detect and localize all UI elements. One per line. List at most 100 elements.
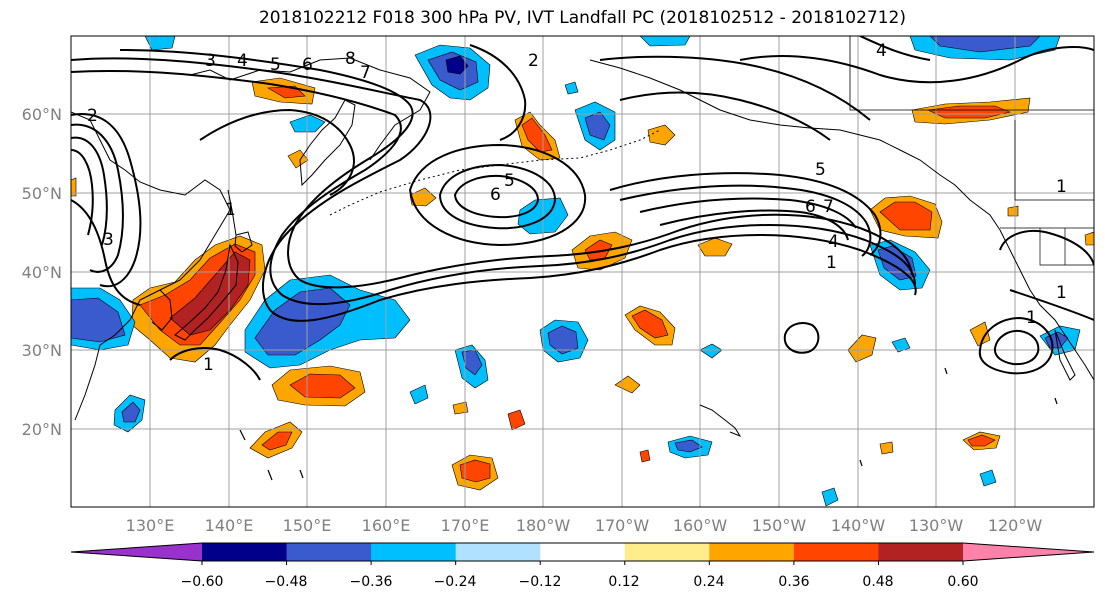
pos-anomaly-bit1 [452, 401, 469, 415]
colorbar-segment [371, 543, 457, 561]
colorbar-tick-label: 0.24 [693, 574, 724, 590]
contour-label: 1 [826, 253, 837, 273]
contour-label: 7 [360, 63, 371, 83]
contour-label: 4 [828, 232, 839, 252]
contour-cutoff-east-2 [993, 329, 1040, 366]
neg-anomaly-125w [979, 469, 997, 487]
lon-label: 180°W [516, 516, 571, 535]
pos-anomaly-bit2 [507, 409, 526, 431]
contour-low-1 [438, 163, 557, 230]
neg-anomaly-160w-south-mid [674, 439, 703, 453]
pos-anomaly-far-east [969, 321, 991, 347]
map-title: 2018102212 F018 300 hPa PV, IVT Landfall… [258, 8, 906, 28]
contour-cutoff-east [978, 316, 1054, 375]
lat-label: 30°N [22, 341, 62, 360]
pos-anomaly-165w-south-small [639, 449, 651, 463]
contour-label: 1 [203, 355, 214, 375]
pos-anomaly-170w-small [614, 375, 641, 394]
contour-jet-3 [119, 49, 913, 289]
lon-labels: 130°E 140°E 150°E 160°E 170°E 180°W 170°… [126, 516, 1043, 535]
contour-west-ridge-3 [71, 136, 108, 246]
lon-label: 140°E [205, 516, 254, 535]
aleutians [329, 129, 661, 216]
contour-east-jet-4 [659, 209, 849, 241]
pv-contours [71, 36, 1094, 381]
contour-jet-2 [71, 69, 916, 305]
pacific-islands [239, 367, 1058, 481]
colorbar-segment [540, 543, 626, 561]
pos-anomaly-135w-mid [879, 201, 933, 231]
contour-label: 2 [87, 106, 98, 126]
contour-label: 1 [1056, 177, 1067, 197]
contour-label: 1 [1056, 283, 1067, 303]
colorbar-tick-label: −0.24 [434, 574, 477, 590]
hokkaido [234, 231, 253, 253]
gridlines [71, 36, 1094, 507]
map-area: 2 3 4 5 6 8 7 2 3 5 6 5 6 7 4 1 1 1 1 1 [22, 35, 1095, 535]
kamchatka [299, 99, 356, 187]
colorbar-extend-max [963, 543, 1094, 561]
lat-labels: 60°N 50°N 40°N 30°N 20°N [22, 105, 62, 439]
contour-label: 6 [805, 197, 816, 217]
contour-east-ridge [739, 46, 1094, 84]
pos-anomaly-160w [697, 237, 733, 257]
neg-anomaly-175w-south-mid [547, 325, 579, 355]
colorbar-tick-labels: −0.60 −0.48 −0.36 −0.24 −0.12 0.12 0.24 … [181, 574, 979, 590]
colorbar-tick-label: −0.36 [350, 574, 393, 590]
contour-north-trough [199, 108, 355, 196]
neg-anomaly-170w-north-mid [584, 111, 611, 141]
korea [151, 289, 173, 331]
sakhalin [227, 189, 237, 236]
baja [1054, 329, 1076, 381]
neg-anomaly-north-strong [445, 55, 469, 75]
lat-label: 50°N [22, 184, 62, 203]
contour-label: 6 [302, 55, 313, 75]
contour-label: 2 [528, 51, 539, 71]
contour-west-ridge-1 [71, 113, 142, 288]
colorbar [70, 542, 1095, 565]
contour-label: 5 [504, 171, 515, 191]
contour-east-jet-3 [639, 197, 857, 229]
contour-label: 3 [103, 230, 114, 250]
colorbar-tick-label: −0.60 [181, 574, 224, 590]
contour-label: 8 [345, 49, 356, 69]
alaska-border [849, 36, 1094, 111]
colorbar-extend-min [71, 543, 202, 561]
colorbar-segment [202, 543, 288, 561]
colorbar-tick-label: 0.60 [947, 574, 978, 590]
lat-label: 60°N [22, 105, 62, 124]
contour-japan-south [169, 347, 261, 381]
lon-label: 130°E [126, 516, 175, 535]
contour-label: 6 [490, 185, 501, 205]
pos-anomaly-155e-mid [289, 373, 356, 399]
lon-label: 120°W [988, 516, 1043, 535]
pos-anomaly-165w-south-mid [631, 309, 669, 339]
map-frame [70, 35, 1095, 508]
pos-anomaly-165w-mid [584, 239, 613, 261]
colorbar-segment [878, 543, 964, 561]
pos-anomaly-150e-north [287, 149, 309, 169]
colorbar-tick-label: −0.48 [265, 574, 308, 590]
lon-label: 150°E [283, 516, 332, 535]
contour-jet-1 [71, 57, 917, 322]
contour-east-north [859, 36, 931, 61]
north-america-coast [999, 229, 1094, 381]
colorbar-segment [793, 543, 879, 561]
neg-anomaly-128e-mid [121, 401, 141, 423]
contour-labels: 2 3 4 5 6 8 7 2 3 5 6 5 6 7 4 1 1 1 1 1 [87, 41, 1067, 375]
pos-anomaly-125w-mid [967, 434, 996, 447]
contour-far-east-2 [1009, 289, 1094, 321]
contour-low-2 [453, 174, 540, 219]
alaska [589, 59, 1001, 231]
pos-anomaly-140w-small [879, 441, 894, 455]
contour-label: 5 [815, 160, 826, 180]
pos-anomaly-170e-south-mid [459, 459, 491, 483]
colorbar-segment [455, 543, 541, 561]
contour-east-jet-2 [619, 184, 872, 257]
neg-anomaly-mid-north-small [564, 81, 579, 95]
colorbar-segment [624, 543, 710, 561]
contour-label: 7 [823, 197, 834, 217]
contour-label: 1 [225, 200, 236, 220]
lat-label: 20°N [22, 420, 62, 439]
neg-anomaly-150w-south [821, 487, 839, 507]
